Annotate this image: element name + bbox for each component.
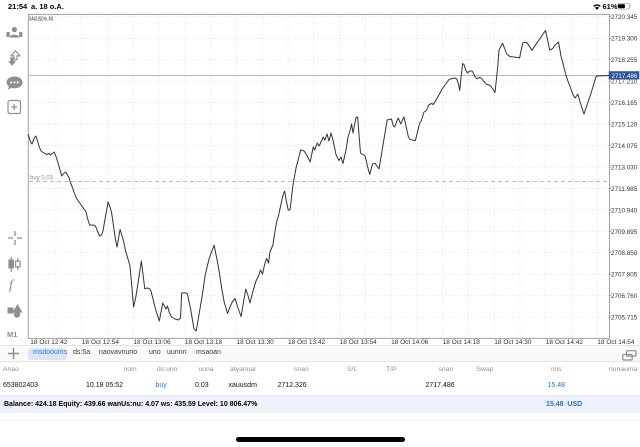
svg-text:2709.895: 2709.895 (611, 229, 637, 236)
svg-text:18 Oct 12:54: 18 Oct 12:54 (82, 339, 120, 346)
svg-text:2720.345: 2720.345 (611, 14, 637, 21)
svg-text:2713.030: 2713.030 (611, 164, 637, 171)
svg-text:2714.075: 2714.075 (611, 143, 637, 150)
svg-text:18 Oct 13:42: 18 Oct 13:42 (288, 339, 326, 346)
svg-text:2717.486: 2717.486 (612, 73, 638, 80)
svg-text:18 Oct 13:30: 18 Oct 13:30 (236, 339, 274, 346)
svg-text:XAUUSDm, M1: XAUUSDm, M1 (29, 16, 54, 22)
svg-text:18 Oct 14:06: 18 Oct 14:06 (391, 339, 429, 346)
svg-text:18 Oct 12:42: 18 Oct 12:42 (30, 339, 68, 346)
svg-text:18 Oct 13:06: 18 Oct 13:06 (133, 339, 171, 346)
svg-text:2707.805: 2707.805 (611, 272, 637, 279)
svg-text:18 Oct 13:18: 18 Oct 13:18 (185, 339, 223, 346)
svg-text:18 Oct 14:30: 18 Oct 14:30 (494, 339, 532, 346)
svg-text:2708.850: 2708.850 (611, 250, 637, 257)
svg-text:2715.120: 2715.120 (611, 122, 637, 129)
svg-text:2716.165: 2716.165 (611, 100, 637, 107)
svg-text:18 Oct 13:54: 18 Oct 13:54 (340, 339, 378, 346)
svg-text:2718.255: 2718.255 (611, 57, 637, 64)
svg-text:18 Oct 14:18: 18 Oct 14:18 (443, 339, 481, 346)
svg-text:2719.300: 2719.300 (611, 36, 637, 43)
svg-text:2705.715: 2705.715 (611, 315, 637, 322)
svg-text:2711.985: 2711.985 (611, 186, 637, 193)
svg-text:18 Oct 14:54: 18 Oct 14:54 (597, 339, 635, 346)
svg-text:2710.940: 2710.940 (611, 207, 637, 214)
svg-text:2717.210: 2717.210 (611, 79, 637, 86)
svg-text:18 Oct 14:42: 18 Oct 14:42 (546, 339, 584, 346)
svg-text:buy 0.03: buy 0.03 (30, 176, 54, 182)
svg-text:2706.760: 2706.760 (611, 293, 637, 300)
